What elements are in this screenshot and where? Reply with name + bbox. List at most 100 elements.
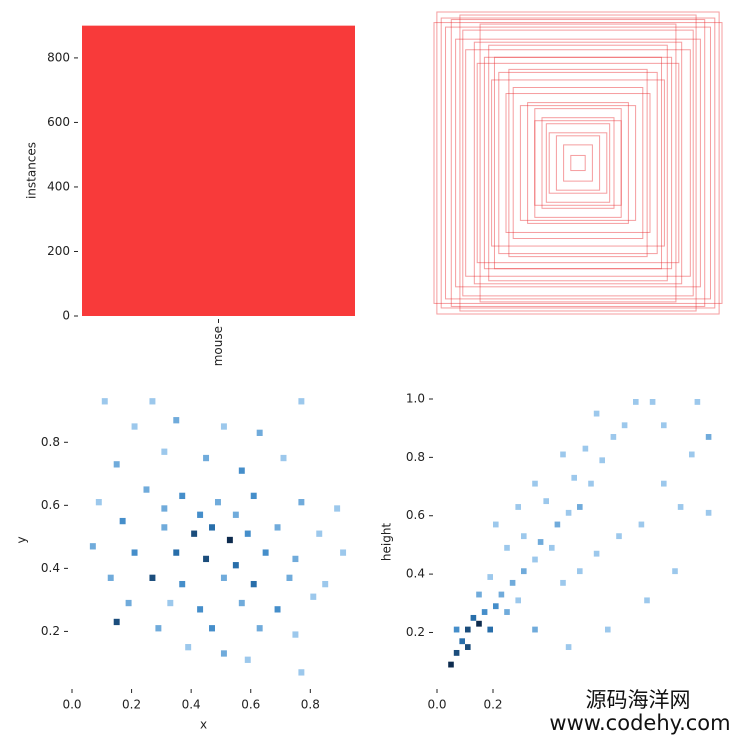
- y-tick-label: 800: [47, 50, 70, 64]
- box: [519, 105, 637, 221]
- hist-cell: [256, 625, 263, 632]
- box: [459, 14, 697, 312]
- hist-cell: [470, 614, 477, 621]
- box: [462, 29, 694, 297]
- hist-cell: [298, 398, 305, 405]
- hist-cell: [185, 644, 192, 651]
- hist-cell: [250, 492, 257, 500]
- hist-cell: [661, 480, 667, 487]
- hist-cell: [694, 399, 701, 405]
- hist-cell: [220, 423, 227, 430]
- hist-cell: [220, 650, 227, 657]
- hist-cell: [125, 599, 132, 607]
- box: [493, 56, 663, 270]
- x-tick-label: 0.6: [241, 698, 260, 712]
- watermark-name: 源码海洋网: [586, 688, 691, 712]
- hist-cell: [101, 398, 108, 405]
- hist-cell: [161, 448, 168, 455]
- hist-cell: [334, 505, 341, 512]
- hist-cell: [113, 461, 120, 468]
- hist-cell: [560, 451, 566, 458]
- hist-cell: [453, 649, 460, 656]
- box: [527, 102, 629, 224]
- hist-cell: [644, 597, 650, 604]
- hist-cell: [554, 521, 561, 528]
- hist-cell: [543, 498, 549, 505]
- hist-cell: [487, 574, 493, 580]
- box: [473, 41, 683, 285]
- hist-cell: [537, 539, 544, 545]
- y-tick-label: 0.6: [41, 498, 60, 512]
- hist-cell: [610, 434, 617, 440]
- x-axis-label: x: [200, 718, 207, 732]
- box: [545, 123, 611, 203]
- hist-cell: [582, 445, 589, 452]
- x-tick-label: 0.2: [483, 698, 502, 712]
- y-tick-label: 0.8: [406, 450, 425, 464]
- box: [488, 44, 668, 282]
- hist-cell: [256, 429, 263, 436]
- y-tick-label: 1.0: [406, 392, 425, 406]
- y-tick-label: 0.4: [41, 561, 60, 575]
- y-axis-label: height: [380, 523, 394, 562]
- box: [455, 38, 701, 288]
- hist-cell: [532, 480, 538, 487]
- box: [534, 108, 622, 218]
- hist-cell: [203, 555, 210, 563]
- hist-cell: [95, 499, 102, 506]
- box: [436, 11, 720, 315]
- hist-cell: [605, 626, 611, 633]
- hist-cell: [316, 530, 323, 537]
- hist-cell: [481, 609, 488, 615]
- hist-cell: [577, 504, 583, 510]
- hist-cell: [599, 457, 605, 464]
- hist-cell: [521, 533, 527, 540]
- hist-cell: [340, 549, 347, 556]
- watermark-url: www.codehy.com: [549, 711, 730, 735]
- hist-cell: [465, 626, 471, 633]
- box: [440, 17, 716, 309]
- hist-cell: [262, 549, 269, 556]
- hist-cell: [298, 669, 305, 676]
- box: [465, 49, 691, 277]
- box: [491, 79, 665, 247]
- y-axis-label: instances: [25, 142, 39, 199]
- hist-cell: [476, 591, 482, 598]
- hist-cell: [232, 511, 239, 518]
- hist-cell: [107, 574, 114, 581]
- hist-cell: [649, 399, 656, 405]
- hist-cell: [509, 579, 516, 586]
- box: [483, 56, 673, 270]
- box: [548, 132, 608, 194]
- hist-cell: [209, 524, 215, 531]
- hist-cell: [274, 524, 281, 531]
- box: [555, 135, 601, 191]
- hist-cell: [179, 580, 186, 588]
- hist-cell: [131, 423, 138, 430]
- hist-cell: [532, 626, 538, 633]
- hist-cell: [203, 454, 210, 462]
- hist-cell: [705, 434, 712, 440]
- hist-cell: [161, 524, 168, 531]
- hist-cell: [565, 644, 572, 650]
- hist-cell: [250, 580, 257, 588]
- hist-cell: [476, 620, 482, 627]
- bar: [82, 25, 355, 316]
- x-tick-label: 0.0: [62, 698, 81, 712]
- hist-cell: [638, 521, 645, 528]
- hist-cell: [292, 555, 299, 563]
- y-tick-label: 0.2: [406, 625, 425, 639]
- box: [512, 87, 644, 239]
- box: [505, 93, 651, 233]
- hist-cell: [119, 517, 126, 525]
- hist-cell: [191, 530, 198, 537]
- hist-cell: [197, 606, 204, 613]
- hist-cell: [155, 625, 162, 632]
- hist-cell: [565, 509, 572, 516]
- hist-cell: [149, 574, 156, 581]
- box: [433, 22, 723, 304]
- hist-cell: [209, 625, 215, 632]
- hist-cell: [310, 593, 317, 600]
- hist-cell: [197, 511, 204, 518]
